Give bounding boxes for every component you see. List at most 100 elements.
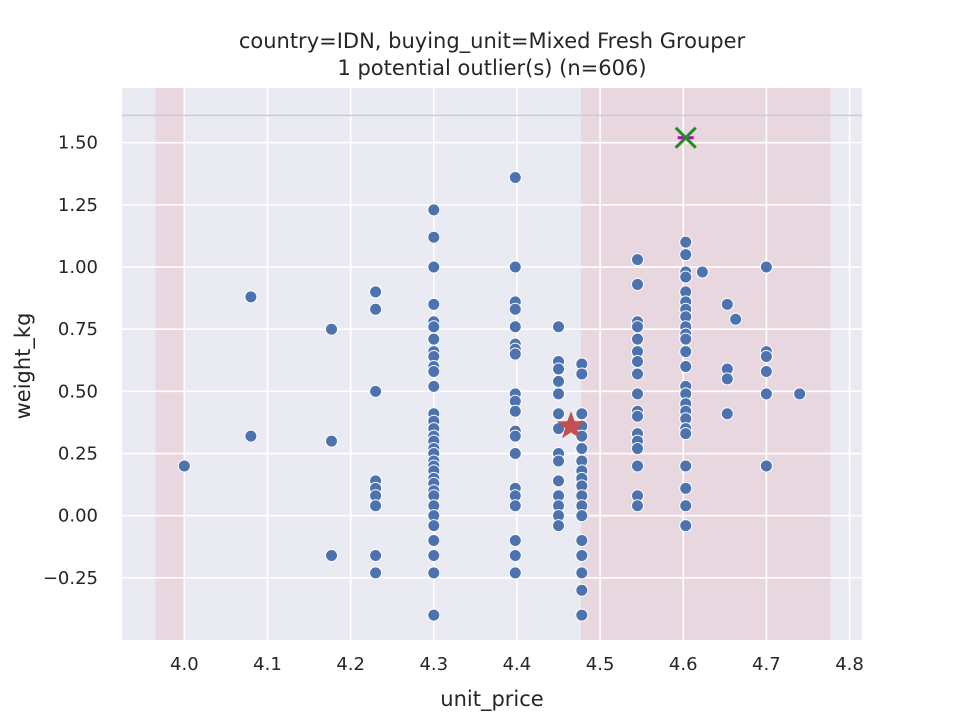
data-point bbox=[631, 253, 645, 267]
data-point bbox=[575, 442, 589, 456]
data-point bbox=[369, 499, 383, 513]
data-point bbox=[244, 429, 258, 443]
data-point bbox=[575, 566, 589, 580]
data-point bbox=[631, 277, 645, 291]
data-point bbox=[427, 230, 441, 244]
special-markers bbox=[556, 126, 697, 439]
x-tick-label: 4.4 bbox=[503, 654, 532, 675]
data-point bbox=[508, 404, 522, 418]
data-point bbox=[759, 459, 773, 473]
data-point bbox=[695, 265, 709, 279]
data-point bbox=[575, 583, 589, 597]
data-point bbox=[427, 203, 441, 217]
data-point bbox=[508, 566, 522, 580]
data-point bbox=[679, 359, 693, 373]
data-point bbox=[508, 447, 522, 461]
data-point bbox=[427, 364, 441, 378]
x-tick-label: 4.6 bbox=[669, 654, 698, 675]
data-point bbox=[720, 407, 734, 421]
x-tick-label: 4.8 bbox=[835, 654, 864, 675]
shaded-region bbox=[580, 88, 831, 640]
data-point bbox=[552, 362, 566, 376]
data-point bbox=[575, 608, 589, 622]
shaded-region bbox=[155, 88, 185, 640]
data-point bbox=[369, 285, 383, 299]
y-tick-labels: −0.25 0.00 0.25 0.50 0.75 1.00 1.25 1.50 bbox=[43, 133, 98, 589]
data-point bbox=[325, 322, 339, 336]
y-tick-label: 1.50 bbox=[58, 133, 98, 154]
data-point bbox=[508, 347, 522, 361]
data-point bbox=[325, 434, 339, 448]
y-tick-label: 0.25 bbox=[58, 444, 98, 465]
y-tick-label: 1.00 bbox=[58, 257, 98, 278]
shaded-regions bbox=[155, 88, 831, 640]
data-point bbox=[729, 312, 743, 326]
data-point bbox=[631, 409, 645, 423]
x-tick-label: 4.2 bbox=[336, 654, 365, 675]
data-point bbox=[759, 387, 773, 401]
data-point bbox=[508, 534, 522, 548]
y-axis-label: weight_kg bbox=[11, 313, 36, 420]
y-tick-label: 1.25 bbox=[58, 195, 98, 216]
y-tick-label: −0.25 bbox=[43, 568, 98, 589]
data-point bbox=[631, 499, 645, 513]
data-point bbox=[552, 519, 566, 533]
data-point bbox=[552, 320, 566, 334]
x-tick-label: 4.3 bbox=[419, 654, 448, 675]
data-point bbox=[508, 548, 522, 562]
data-point bbox=[575, 407, 589, 421]
data-point bbox=[369, 548, 383, 562]
x-tick-labels: 4.0 4.1 4.2 4.3 4.4 4.5 4.6 4.7 4.8 bbox=[170, 654, 864, 675]
data-point bbox=[793, 387, 807, 401]
data-point bbox=[369, 302, 383, 316]
data-point bbox=[575, 367, 589, 381]
data-point bbox=[552, 454, 566, 468]
x-tick-label: 4.1 bbox=[253, 654, 282, 675]
data-point bbox=[575, 509, 589, 523]
data-point bbox=[679, 270, 693, 284]
data-point bbox=[508, 302, 522, 316]
data-point bbox=[759, 350, 773, 364]
y-tick-label: 0.50 bbox=[58, 381, 98, 402]
data-point bbox=[720, 297, 734, 311]
data-point bbox=[631, 355, 645, 369]
data-point bbox=[427, 379, 441, 393]
data-point bbox=[720, 372, 734, 386]
chart-subtitle: 1 potential outlier(s) (n=606) bbox=[337, 56, 646, 80]
data-point bbox=[552, 407, 566, 421]
data-point bbox=[679, 248, 693, 262]
data-point bbox=[631, 332, 645, 346]
data-point bbox=[427, 548, 441, 562]
data-point bbox=[552, 474, 566, 488]
data-point bbox=[575, 534, 589, 548]
chart-title: country=IDN, buying_unit=Mixed Fresh Gro… bbox=[239, 29, 746, 54]
data-point bbox=[508, 260, 522, 274]
data-point bbox=[575, 548, 589, 562]
data-point bbox=[631, 459, 645, 473]
data-point bbox=[508, 171, 522, 185]
data-point bbox=[679, 481, 693, 495]
data-point bbox=[244, 290, 258, 304]
data-point bbox=[369, 566, 383, 580]
data-point bbox=[631, 387, 645, 401]
data-point bbox=[679, 459, 693, 473]
data-point bbox=[552, 387, 566, 401]
data-point bbox=[679, 345, 693, 359]
x-tick-label: 4.0 bbox=[170, 654, 199, 675]
x-tick-label: 4.7 bbox=[752, 654, 781, 675]
data-point bbox=[508, 429, 522, 443]
data-point bbox=[679, 235, 693, 249]
data-point bbox=[177, 459, 191, 473]
data-point bbox=[427, 260, 441, 274]
data-point bbox=[679, 499, 693, 513]
data-point bbox=[427, 332, 441, 346]
data-point bbox=[427, 608, 441, 622]
data-point bbox=[369, 384, 383, 398]
data-point bbox=[631, 320, 645, 334]
data-point bbox=[631, 442, 645, 456]
y-tick-label: 0.75 bbox=[58, 319, 98, 340]
data-point bbox=[552, 374, 566, 388]
x-tick-label: 4.5 bbox=[586, 654, 615, 675]
data-point bbox=[427, 519, 441, 533]
